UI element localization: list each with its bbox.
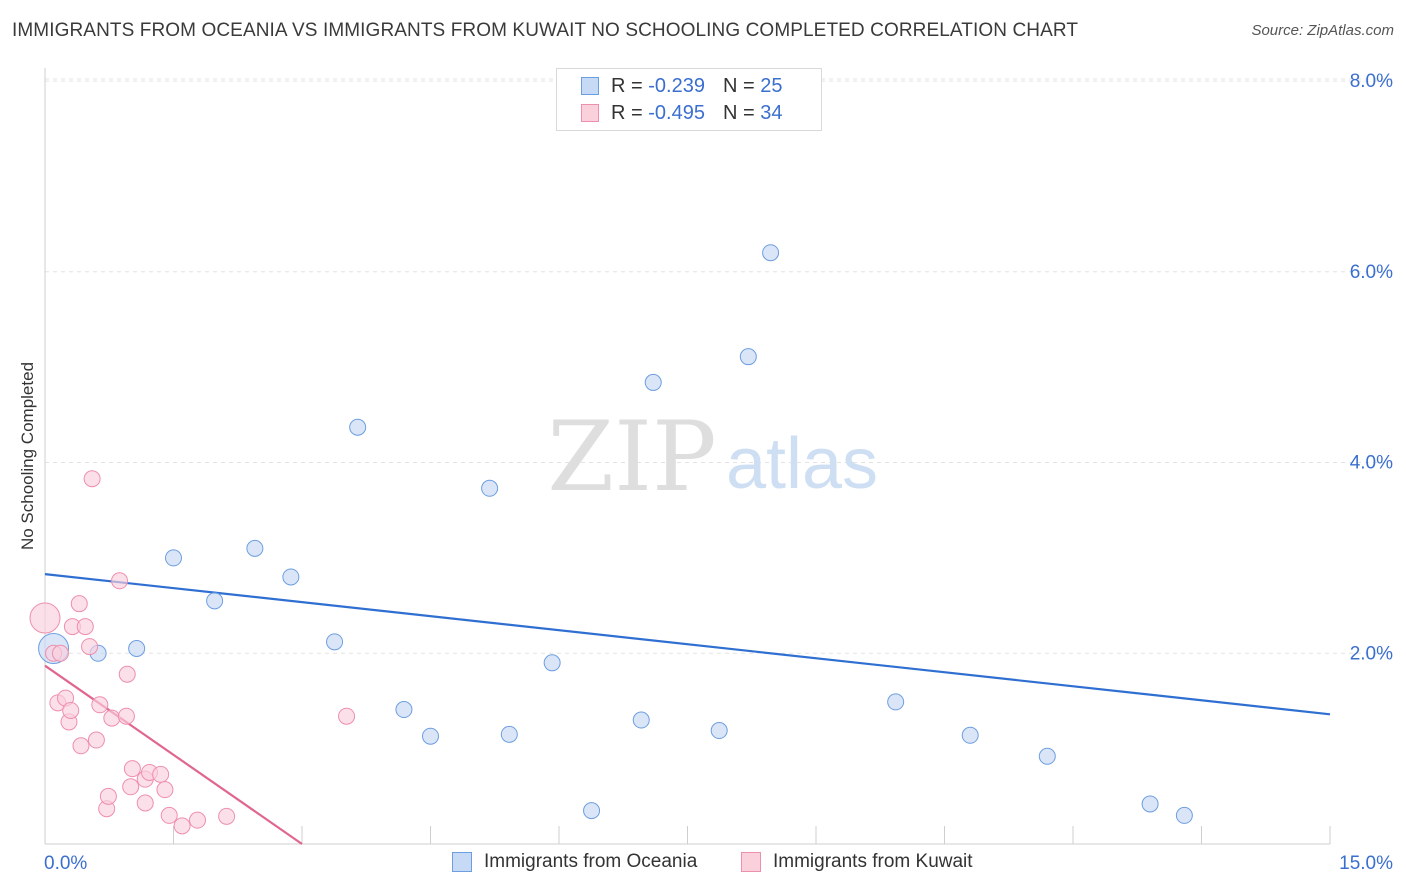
- blue-data-point: [739, 348, 757, 366]
- pink-data-point: [188, 811, 206, 829]
- pink-data-point: [103, 709, 121, 727]
- pink-data-point: [81, 638, 99, 656]
- blue-data-point: [206, 592, 224, 610]
- blue-data-point: [422, 727, 439, 745]
- legend-swatch-blue: [581, 77, 599, 95]
- pink-data-point: [136, 794, 154, 812]
- tick-labels: 2.0% 4.0% 6.0% 8.0% 0.0% 15.0%: [44, 71, 1393, 874]
- blue-data-point: [1175, 806, 1193, 824]
- y-axis-label: No Schooling Completed: [18, 361, 37, 551]
- pink-data-point: [83, 470, 101, 488]
- blue-data-point: [326, 633, 344, 651]
- blue-data-point: [246, 539, 264, 557]
- blue-data-point: [887, 693, 905, 711]
- legend-r-value: -0.495: [648, 101, 705, 124]
- legend-row-kuwait: R = -0.495 N = 34: [581, 101, 782, 125]
- y-tick-label: 4.0%: [1350, 453, 1393, 474]
- axes: [44, 68, 1331, 845]
- x-tick-label: 0.0%: [44, 853, 87, 874]
- blue-data-point: [165, 549, 182, 567]
- pink-data-point: [122, 778, 140, 796]
- pink-data-point: [99, 787, 117, 805]
- bottom-legend-kuwait: Immigrants from Kuwait: [741, 851, 973, 873]
- pink-data-point: [218, 807, 236, 825]
- legend-swatch-pink: [581, 104, 599, 122]
- pink-data-point: [29, 602, 61, 634]
- legend-r-label: R =: [611, 101, 649, 124]
- source-label: Source: ZipAtlas.com: [1251, 22, 1394, 39]
- pink-data-point: [62, 701, 80, 719]
- blue-data-point: [710, 722, 728, 740]
- chart-title: IMMIGRANTS FROM OCEANIA VS IMMIGRANTS FR…: [12, 20, 1079, 41]
- bottom-legend-oceania: Immigrants from Oceania: [452, 851, 697, 873]
- blue-data-point: [632, 711, 650, 729]
- pink-data-point: [338, 707, 356, 725]
- pink-data-point: [117, 707, 135, 725]
- legend-label-oceania: Immigrants from Oceania: [484, 851, 698, 872]
- watermark-zip: ZIP: [547, 401, 716, 513]
- data-points: [29, 244, 1193, 835]
- legend-swatch-pink: [741, 852, 761, 872]
- blue-data-point: [1141, 795, 1159, 813]
- blue-data-point: [583, 802, 601, 820]
- watermark-atlas: atlas: [726, 424, 878, 504]
- pink-data-point: [123, 760, 141, 778]
- pink-data-point: [72, 737, 90, 755]
- pink-data-point: [118, 665, 136, 683]
- pink-data-point: [156, 781, 174, 799]
- blue-data-point: [481, 479, 499, 497]
- y-tick-label: 2.0%: [1350, 643, 1393, 664]
- correlation-legend: R = -0.239 N = 25 R = -0.495 N = 34: [556, 68, 822, 131]
- legend-n-value: 25: [760, 74, 783, 97]
- pink-data-point: [152, 765, 170, 783]
- pink-data-point: [51, 644, 69, 662]
- blue-trend-line: [44, 573, 1331, 716]
- gridlines: [45, 78, 1392, 654]
- pink-data-point: [87, 731, 105, 749]
- pink-data-point: [160, 806, 178, 824]
- blue-data-point: [395, 701, 413, 719]
- legend-row-oceania: R = -0.239 N = 25: [581, 74, 782, 98]
- legend-n-value: 34: [760, 101, 783, 124]
- blue-data-point: [762, 244, 780, 262]
- pink-trend-line: [44, 664, 303, 845]
- y-tick-label: 8.0%: [1350, 71, 1393, 92]
- pink-data-point: [70, 595, 88, 613]
- legend-r-label: R =: [611, 74, 649, 97]
- pink-data-point: [76, 618, 94, 636]
- blue-data-point: [543, 654, 561, 672]
- legend-n-label: N =: [722, 74, 761, 97]
- x-tick-label: 15.0%: [1339, 853, 1393, 874]
- blue-data-point: [349, 418, 367, 436]
- y-tick-label: 6.0%: [1350, 262, 1393, 283]
- pink-data-point: [111, 572, 129, 590]
- pink-data-point: [173, 817, 191, 835]
- blue-data-point: [644, 373, 662, 391]
- legend-label-kuwait: Immigrants from Kuwait: [773, 851, 973, 872]
- blue-data-point: [128, 640, 146, 657]
- legend-n-label: N =: [722, 101, 761, 124]
- watermark: ZIP atlas: [547, 401, 878, 513]
- blue-data-point: [500, 725, 518, 743]
- blue-data-point: [961, 726, 979, 744]
- legend-swatch-blue: [452, 852, 472, 872]
- trend-lines: [44, 573, 1331, 845]
- blue-data-point: [282, 568, 300, 586]
- legend-r-value: -0.239: [648, 74, 705, 97]
- blue-data-point: [1038, 747, 1056, 765]
- pink-data-point: [91, 696, 109, 714]
